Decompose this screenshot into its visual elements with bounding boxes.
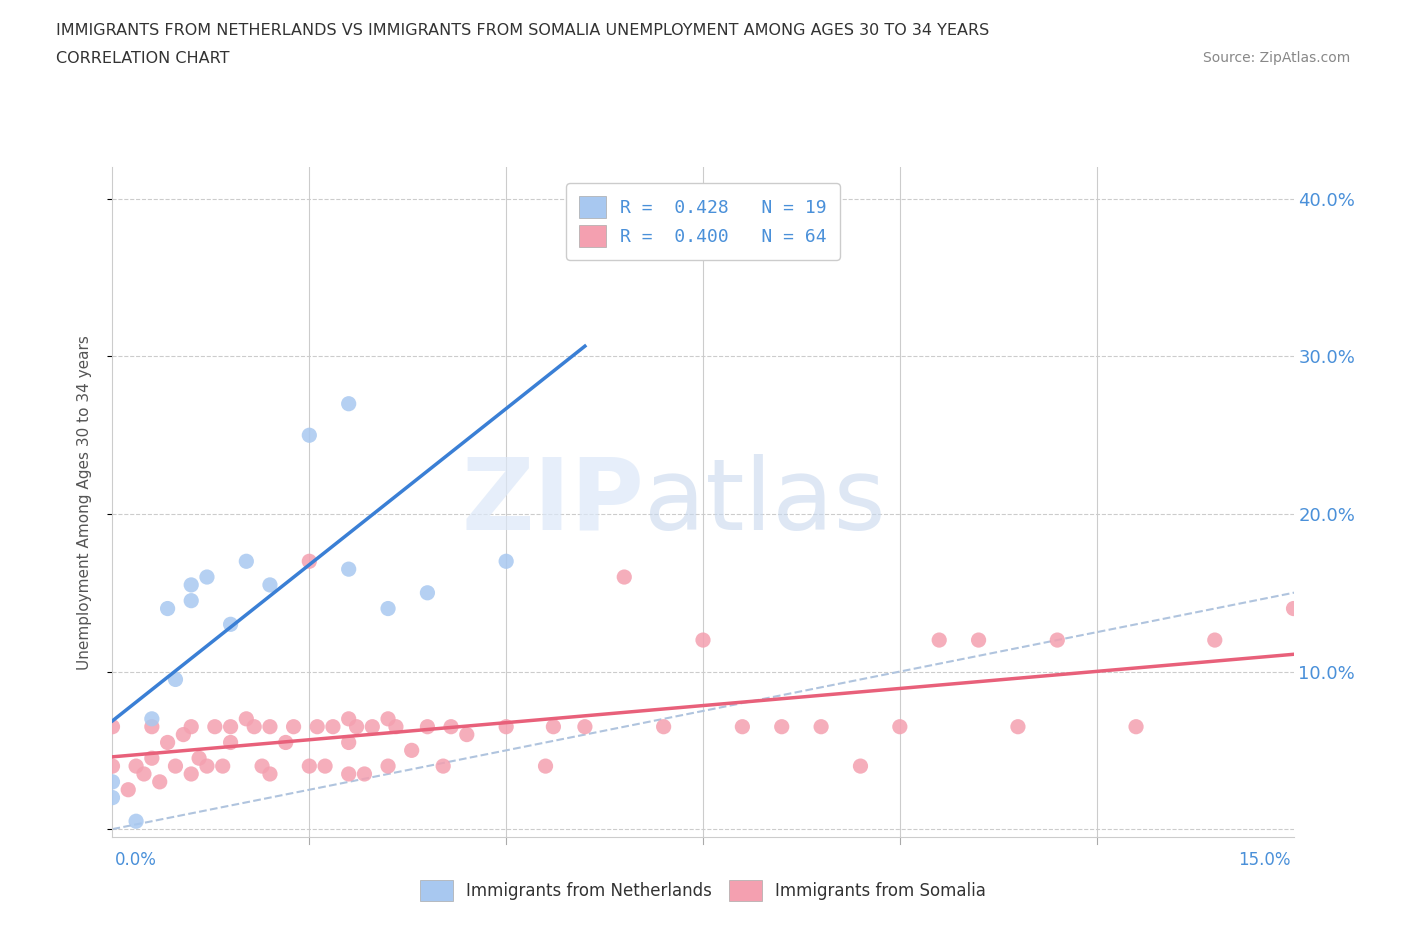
Point: [307, 719, 329, 734]
Point: [731, 719, 754, 734]
Point: [195, 569, 218, 584]
Point: [141, 719, 163, 734]
Point: [361, 719, 384, 734]
Point: [377, 759, 399, 774]
Point: [235, 554, 257, 569]
Y-axis label: Unemployment Among Ages 30 to 34 years: Unemployment Among Ages 30 to 34 years: [77, 335, 91, 670]
Point: [543, 719, 565, 734]
Point: [117, 782, 139, 797]
Point: [692, 632, 714, 647]
Point: [141, 711, 163, 726]
Point: [377, 711, 399, 726]
Point: [322, 719, 344, 734]
Point: [432, 759, 454, 774]
Point: [125, 759, 148, 774]
Point: [156, 601, 179, 616]
Point: [889, 719, 911, 734]
Point: [377, 601, 399, 616]
Point: [298, 428, 321, 443]
Point: [770, 719, 793, 734]
Point: [101, 775, 124, 790]
Point: [259, 766, 281, 781]
Point: [440, 719, 463, 734]
Point: [337, 396, 360, 411]
Point: [132, 766, 155, 781]
Point: [172, 727, 194, 742]
Point: [235, 711, 257, 726]
Text: IMMIGRANTS FROM NETHERLANDS VS IMMIGRANTS FROM SOMALIA UNEMPLOYMENT AMONG AGES 3: IMMIGRANTS FROM NETHERLANDS VS IMMIGRANT…: [56, 23, 990, 38]
Point: [810, 719, 832, 734]
Point: [416, 585, 439, 600]
Point: [180, 578, 202, 592]
Point: [219, 719, 242, 734]
Point: [456, 727, 478, 742]
Point: [495, 719, 517, 734]
Point: [250, 759, 273, 774]
Point: [156, 735, 179, 750]
Point: [180, 766, 202, 781]
Point: [165, 759, 187, 774]
Point: [125, 814, 148, 829]
Text: 0.0%: 0.0%: [115, 851, 157, 869]
Point: [416, 719, 439, 734]
Point: [337, 766, 360, 781]
Point: [337, 711, 360, 726]
Point: [1007, 719, 1029, 734]
Point: [188, 751, 211, 765]
Point: [101, 719, 124, 734]
Point: [283, 719, 305, 734]
Text: atlas: atlas: [644, 454, 886, 551]
Point: [574, 719, 596, 734]
Point: [149, 775, 172, 790]
Point: [259, 719, 281, 734]
Point: [298, 554, 321, 569]
Point: [849, 759, 872, 774]
Point: [1204, 632, 1226, 647]
Point: [195, 759, 218, 774]
Point: [652, 719, 675, 734]
Point: [613, 569, 636, 584]
Point: [385, 719, 408, 734]
Point: [495, 554, 517, 569]
Point: [141, 751, 163, 765]
Text: 15.0%: 15.0%: [1239, 851, 1291, 869]
Point: [1046, 632, 1069, 647]
Point: [337, 562, 360, 577]
Point: [337, 735, 360, 750]
Point: [219, 735, 242, 750]
Point: [219, 617, 242, 631]
Point: [353, 766, 375, 781]
Point: [243, 719, 266, 734]
Point: [274, 735, 297, 750]
Point: [1282, 601, 1305, 616]
Point: [298, 759, 321, 774]
Point: [1125, 719, 1147, 734]
Point: [928, 632, 950, 647]
Point: [259, 578, 281, 592]
Point: [314, 759, 336, 774]
Point: [967, 632, 990, 647]
Point: [101, 759, 124, 774]
Point: [101, 790, 124, 805]
Point: [574, 223, 596, 238]
Text: Source: ZipAtlas.com: Source: ZipAtlas.com: [1202, 51, 1350, 65]
Point: [346, 719, 368, 734]
Point: [534, 759, 557, 774]
Text: ZIP: ZIP: [461, 454, 644, 551]
Point: [180, 719, 202, 734]
Point: [165, 672, 187, 687]
Point: [180, 593, 202, 608]
Legend: Immigrants from Netherlands, Immigrants from Somalia: Immigrants from Netherlands, Immigrants …: [412, 872, 994, 909]
Point: [211, 759, 233, 774]
Point: [204, 719, 226, 734]
Point: [401, 743, 423, 758]
Text: CORRELATION CHART: CORRELATION CHART: [56, 51, 229, 66]
